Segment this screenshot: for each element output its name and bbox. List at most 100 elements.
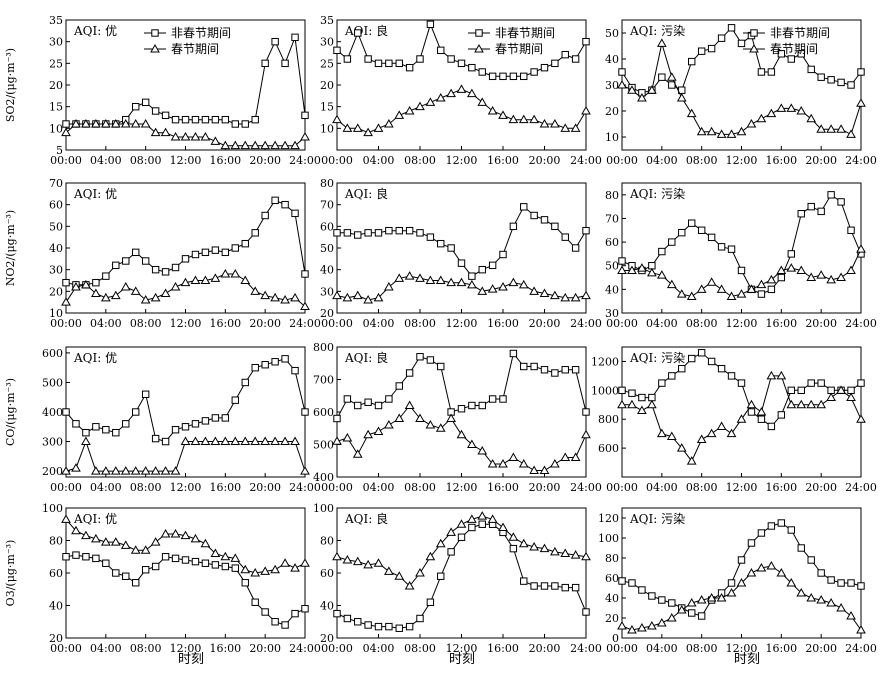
marker-triangle: [786, 577, 797, 587]
marker-triangle: [477, 445, 488, 455]
marker-triangle: [826, 392, 836, 402]
marker-square: [181, 423, 190, 431]
marker-square: [857, 582, 865, 590]
y-tick-label: 800: [598, 413, 619, 426]
marker-triangle: [250, 140, 261, 150]
marker-triangle: [260, 436, 271, 446]
marker-square: [82, 428, 90, 437]
y-tick-label: 600: [42, 347, 63, 360]
x-tick-label: 24:00: [289, 154, 321, 167]
marker-square: [817, 73, 825, 81]
marker-square: [468, 401, 476, 410]
plot-frame: [621, 507, 862, 639]
x-tick-label: 08:00: [404, 317, 436, 330]
y-tick-label: 80: [320, 535, 334, 548]
panel-o3-aqi-polluted: 0 20 40 60 80 100 120 00:00 04:00 08:00 12:00 16:00…: [598, 507, 877, 655]
x-axis-label-col2: 时刻: [449, 652, 475, 667]
marker-triangle: [435, 538, 446, 548]
x-tick-label: 24:00: [845, 317, 877, 330]
y-tick-label: 40: [49, 600, 63, 613]
marker-square: [171, 263, 180, 272]
marker-triangle: [425, 275, 436, 284]
marker-square: [122, 420, 130, 428]
marker-square: [426, 598, 435, 606]
marker-square: [520, 577, 528, 585]
marker-triangle: [518, 538, 529, 548]
marker-square: [837, 579, 845, 587]
marker-square: [395, 382, 403, 390]
marker-square: [520, 362, 528, 371]
marker-square: [112, 428, 120, 437]
marker-triangle: [270, 564, 280, 574]
marker-square: [271, 358, 279, 366]
marker-triangle: [666, 279, 677, 289]
marker-square: [697, 349, 706, 357]
marker-triangle: [746, 567, 757, 577]
marker-square: [141, 98, 150, 107]
marker-square: [211, 561, 220, 569]
marker-square: [668, 238, 676, 246]
marker-square: [688, 219, 696, 227]
marker-triangle: [160, 127, 171, 137]
marker-triangle: [81, 436, 91, 446]
marker-triangle: [342, 432, 353, 442]
aqi-annotation: AQI: 优: [73, 24, 117, 38]
marker-triangle: [130, 466, 141, 475]
marker-triangle: [91, 288, 101, 297]
marker-triangle: [736, 577, 747, 587]
marker-square: [520, 72, 528, 81]
x-tick-label: 00:00: [606, 317, 638, 330]
marker-square: [488, 395, 497, 403]
marker-triangle: [656, 428, 667, 438]
marker-square: [857, 379, 865, 387]
marker-square: [333, 414, 341, 423]
marker-square: [488, 261, 497, 270]
marker-triangle: [467, 514, 477, 523]
marker-square: [571, 244, 580, 252]
x-tick-label: 12:00: [726, 317, 758, 330]
marker-triangle: [290, 292, 300, 302]
y-tick-label: 80: [605, 552, 619, 565]
marker-square: [405, 622, 414, 631]
plot-frame: [65, 507, 306, 639]
marker-triangle: [332, 114, 342, 124]
y-tick-label: 15: [49, 101, 63, 114]
marker-square: [437, 46, 445, 55]
legend-label-festival: 春节期间: [770, 42, 818, 56]
marker-square: [678, 364, 686, 373]
marker-square: [141, 257, 150, 265]
marker-square: [141, 566, 150, 574]
marker-triangle: [627, 399, 637, 409]
marker-triangle: [190, 533, 201, 543]
marker-square: [231, 396, 239, 404]
marker-square: [520, 203, 528, 211]
marker-triangle: [477, 97, 488, 106]
y-tick-label: 15: [320, 101, 334, 114]
marker-triangle: [384, 419, 394, 429]
y-tick-label: 40: [320, 600, 334, 613]
x-tick-label: 24:00: [845, 481, 877, 494]
marker-triangle: [280, 294, 290, 304]
marker-triangle: [776, 370, 787, 380]
marker-triangle: [160, 528, 171, 538]
marker-square: [132, 248, 140, 257]
marker-triangle: [352, 290, 363, 300]
marker-triangle: [180, 530, 191, 540]
marker-triangle: [706, 592, 717, 602]
y-tick-label: 20: [605, 105, 619, 118]
marker-triangle: [435, 423, 446, 432]
marker-triangle: [456, 84, 467, 93]
marker-triangle: [91, 118, 101, 128]
y-tick-label: 500: [313, 439, 334, 452]
x-tick-label: 04:00: [363, 481, 395, 494]
marker-square: [102, 426, 110, 434]
marker-triangle: [230, 268, 241, 278]
marker-triangle: [570, 452, 581, 461]
y-tick-label: 80: [49, 535, 63, 548]
marker-triangle: [250, 286, 261, 295]
marker-triangle: [487, 458, 498, 468]
marker-square: [797, 210, 805, 218]
marker-square: [271, 37, 279, 46]
marker-square: [747, 539, 756, 547]
marker-square: [737, 379, 746, 387]
